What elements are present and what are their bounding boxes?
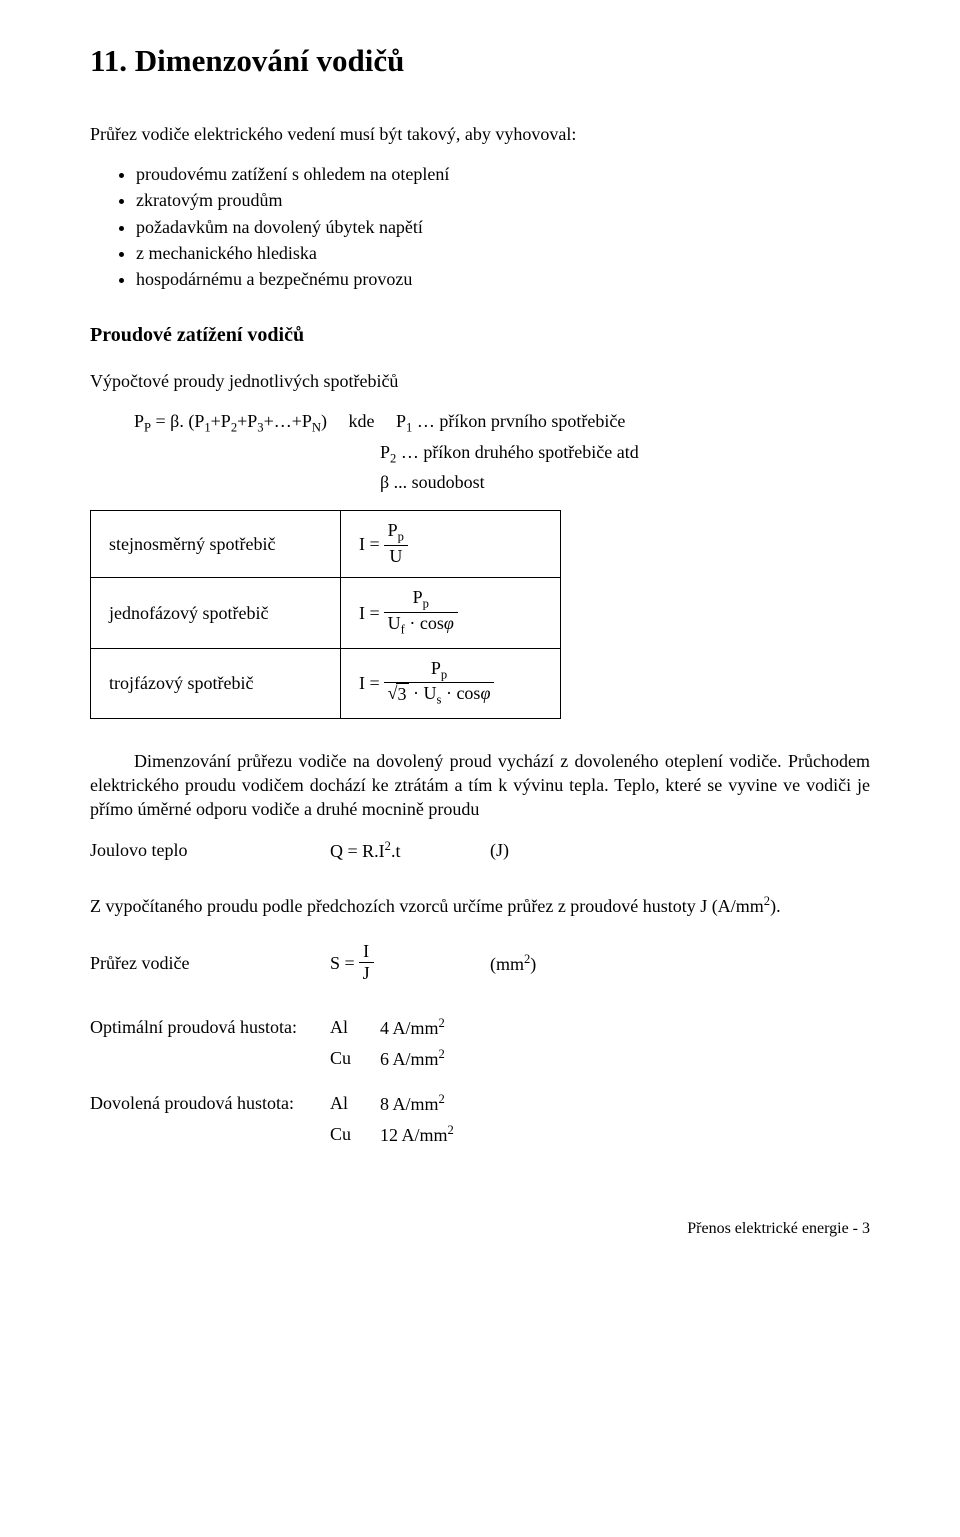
section-heading: Proudové zatížení vodičů xyxy=(90,322,870,349)
beta-desc: β ... soudobost xyxy=(380,470,870,494)
kde-label: kde xyxy=(332,409,392,433)
allowed-density-cu: Cu 12 A/mm2 xyxy=(90,1122,870,1147)
row-formula: I = Pp Uf · cosφ xyxy=(341,578,561,648)
list-item: z mechanického hlediska xyxy=(136,241,870,265)
row-formula: I = Pp U xyxy=(341,511,561,578)
table-row: stejnosměrný spotřebič I = Pp U xyxy=(91,511,561,578)
allowed-density-al: Dovolená proudová hustota: Al 8 A/mm2 xyxy=(90,1091,870,1116)
list-item: zkratovým proudům xyxy=(136,188,870,212)
row-formula: I = Pp 3 · Us · cosφ xyxy=(341,648,561,718)
row-label: trojfázový spotřebič xyxy=(91,648,341,718)
cross-section-row: Průřez vodiče S = I J (mm2) xyxy=(90,942,870,984)
joule-label: Joulovo teplo xyxy=(90,838,330,863)
joule-heat-row: Joulovo teplo Q = R.I2.t (J) xyxy=(90,838,870,863)
joule-equation: Q = R.I2.t xyxy=(330,838,490,863)
p2-desc: P2 … příkon druhého spotřebiče atd xyxy=(380,440,870,468)
s-unit: (mm2) xyxy=(490,951,536,976)
paragraph-cross-section: Z vypočítaného proudu podle předchozích … xyxy=(90,893,870,918)
requirements-list: proudovému zatížení s ohledem na oteplen… xyxy=(90,162,870,291)
paragraph-dimensioning: Dimenzování průřezu vodiče na dovolený p… xyxy=(90,749,870,822)
prurez-label: Průřez vodiče xyxy=(90,951,330,975)
row-label: jednofázový spotřebič xyxy=(91,578,341,648)
page-title: 11. Dimenzování vodičů xyxy=(90,40,870,82)
row-label: stejnosměrný spotřebič xyxy=(91,511,341,578)
list-item: požadavkům na dovolený úbytek napětí xyxy=(136,215,870,239)
s-equation: S = I J xyxy=(330,942,490,984)
table-row: jednofázový spotřebič I = Pp Uf · cosφ xyxy=(91,578,561,648)
list-item: proudovému zatížení s ohledem na oteplen… xyxy=(136,162,870,186)
pp-equation: PP = β. (P1+P2+P3+…+PN) kde P1 … příkon … xyxy=(134,409,870,437)
table-row: trojfázový spotřebič I = Pp 3 · Us · cos… xyxy=(91,648,561,718)
formula-table: stejnosměrný spotřebič I = Pp U jednofáz… xyxy=(90,510,561,718)
optimal-density-cu: Cu 6 A/mm2 xyxy=(90,1046,870,1071)
joule-unit: (J) xyxy=(490,838,509,863)
list-item: hospodárnému a bezpečnému provozu xyxy=(136,267,870,291)
intro-text: Průřez vodiče elektrického vedení musí b… xyxy=(90,122,870,146)
subsection-text: Výpočtové proudy jednotlivých spotřebičů xyxy=(90,369,870,393)
page-footer: Přenos elektrické energie - 3 xyxy=(90,1218,870,1240)
optimal-density-al: Optimální proudová hustota: Al 4 A/mm2 xyxy=(90,1015,870,1040)
